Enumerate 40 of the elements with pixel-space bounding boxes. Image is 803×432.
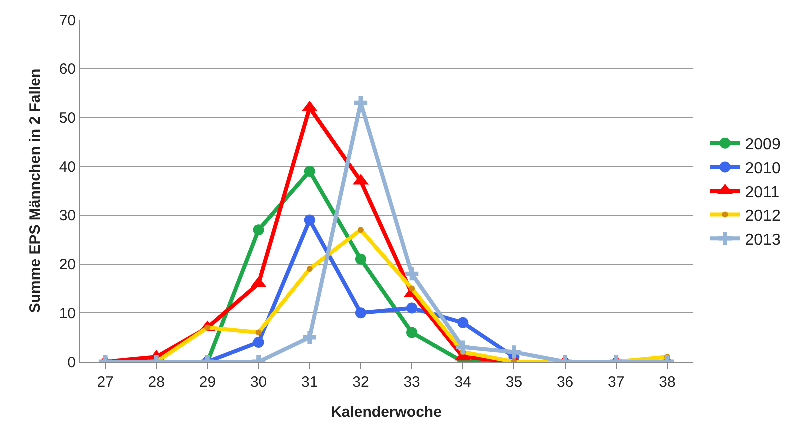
point — [405, 267, 419, 281]
point — [253, 224, 264, 236]
x-tick-label: 35 — [506, 374, 523, 391]
x-tick-label: 38 — [659, 374, 676, 391]
point — [303, 330, 316, 344]
x-tick-label: 30 — [250, 374, 268, 391]
legend-label: 2010 — [745, 160, 781, 178]
legend-label: 2011 — [745, 184, 780, 202]
y-tick-label: 40 — [59, 158, 76, 176]
y-axis-title: Summe EPS Männchen in 2 Fallen — [27, 68, 44, 314]
x-tick-label: 34 — [454, 374, 472, 391]
x-axis-title: Kalenderwoche — [331, 404, 442, 421]
x-tick-label: 27 — [97, 374, 114, 391]
legend-label: 2012 — [745, 208, 781, 226]
y-tick-label: 20 — [59, 256, 76, 274]
y-tick-label: 60 — [59, 61, 76, 78]
legend-label: 2009 — [745, 136, 781, 154]
x-tick-label: 29 — [199, 374, 216, 391]
point — [406, 302, 418, 314]
legend-label: 2013 — [745, 232, 781, 249]
point — [304, 214, 316, 226]
x-tick-label: 28 — [148, 374, 165, 391]
y-tick-label: 30 — [59, 208, 76, 225]
point — [508, 346, 521, 359]
y-tick-label: 10 — [59, 305, 76, 322]
point — [456, 340, 470, 354]
y-tick-label: 0 — [68, 354, 76, 372]
point — [355, 308, 366, 319]
y-tick-label: 50 — [59, 110, 76, 127]
x-tick-label: 32 — [352, 374, 370, 391]
x-tick-label: 33 — [404, 374, 420, 391]
point — [355, 254, 366, 265]
point — [458, 317, 469, 328]
x-tick-label: 37 — [608, 374, 625, 391]
point — [406, 327, 418, 338]
point — [253, 336, 264, 348]
x-tick-label: 31 — [302, 374, 318, 391]
point — [304, 166, 316, 177]
y-tick-label: 70 — [59, 12, 76, 30]
x-tick-label: 36 — [556, 374, 574, 391]
